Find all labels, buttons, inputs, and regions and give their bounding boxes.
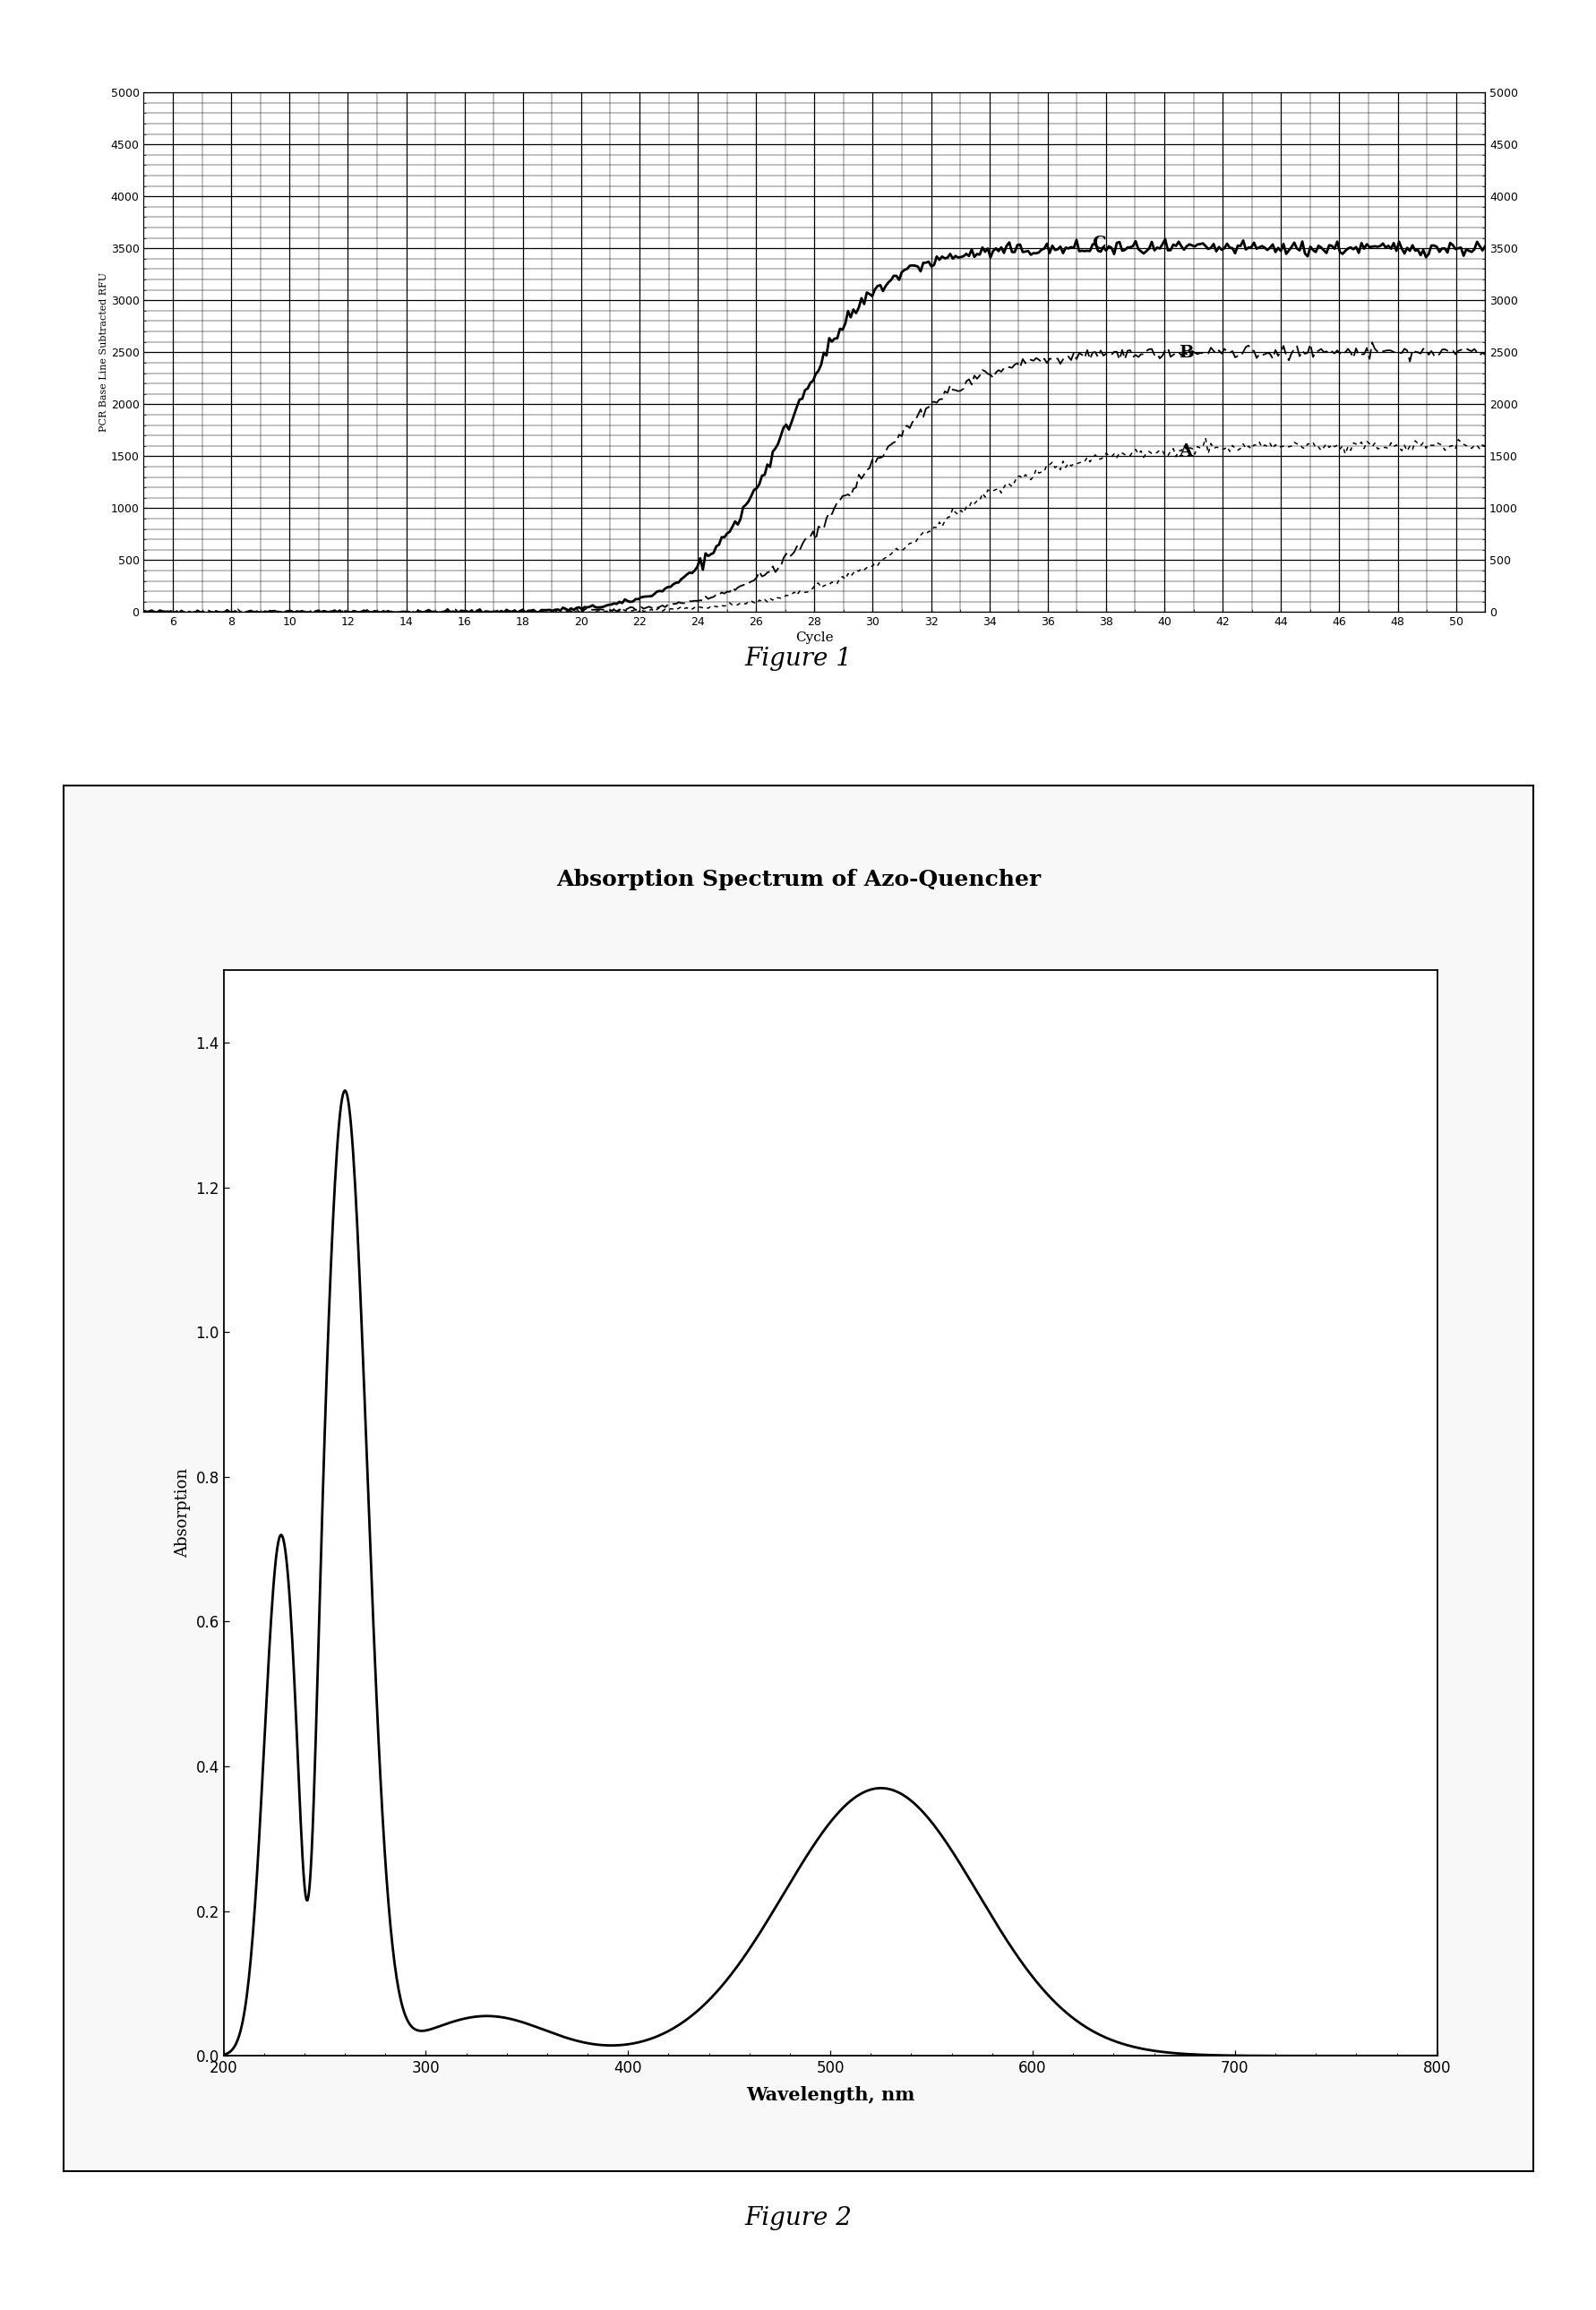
Text: B: B — [1178, 344, 1194, 360]
X-axis label: Cycle: Cycle — [795, 633, 833, 644]
Text: Absorption Spectrum of Azo-Quencher: Absorption Spectrum of Azo-Quencher — [555, 869, 1041, 889]
Text: Figure 1: Figure 1 — [744, 647, 852, 670]
X-axis label: Wavelength, nm: Wavelength, nm — [745, 2086, 915, 2104]
Y-axis label: PCR Base Line Subtracted RFU: PCR Base Line Subtracted RFU — [99, 273, 109, 432]
Text: A: A — [1178, 444, 1192, 460]
Text: C: C — [1090, 236, 1104, 252]
Text: Figure 2: Figure 2 — [744, 2206, 852, 2229]
Y-axis label: Absorption: Absorption — [174, 1469, 190, 1557]
